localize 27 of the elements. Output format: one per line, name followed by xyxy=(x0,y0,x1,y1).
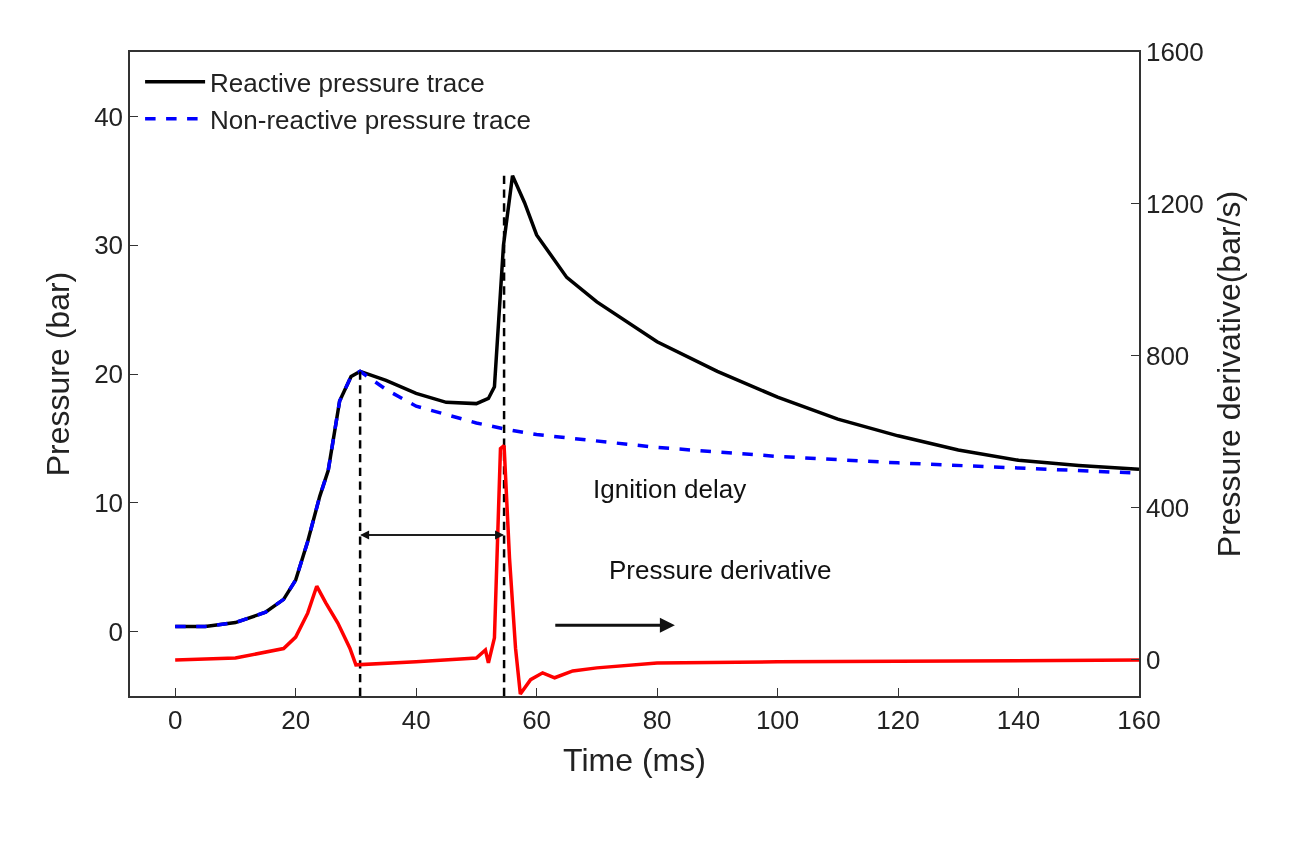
x-tick-label: 60 xyxy=(522,704,552,735)
x-tick-label: 100 xyxy=(755,704,800,735)
legend-label: Non-reactive pressure trace xyxy=(210,104,531,135)
y-tick-label: 30 xyxy=(94,230,124,261)
y2-tick-label: 1600 xyxy=(1145,37,1204,68)
x-tick-label: 120 xyxy=(876,704,920,735)
y2-tick-label: 800 xyxy=(1145,341,1190,372)
y2-tick-label: 0 xyxy=(1145,645,1161,676)
x-axis-title: Time (ms) xyxy=(563,742,706,779)
x-tick-label: 80 xyxy=(642,704,672,735)
line-series xyxy=(173,443,1139,696)
y-tick-label: 20 xyxy=(94,359,124,390)
annotation: Ignition delay xyxy=(593,474,747,504)
legend-label: Reactive pressure trace xyxy=(210,67,485,98)
x-tick-label: 140 xyxy=(996,704,1041,735)
x-tick-label: 160 xyxy=(1117,704,1161,735)
y-axis-title: Pressure (bar) xyxy=(39,271,76,477)
y2-axis-title: Pressure derivative(bar/s) xyxy=(1211,190,1248,558)
x-tick-label: 0 xyxy=(167,704,183,735)
y-tick-label: 0 xyxy=(108,616,124,647)
annotation: Pressure derivative xyxy=(609,555,832,585)
y2-tick-label: 1200 xyxy=(1145,189,1204,220)
x-tick-label: 20 xyxy=(281,704,311,735)
x-tick-label: 40 xyxy=(401,704,431,735)
y-tick-label: 40 xyxy=(94,101,124,132)
y2-tick-label: 400 xyxy=(1145,493,1190,524)
y-tick-label: 10 xyxy=(94,487,124,518)
